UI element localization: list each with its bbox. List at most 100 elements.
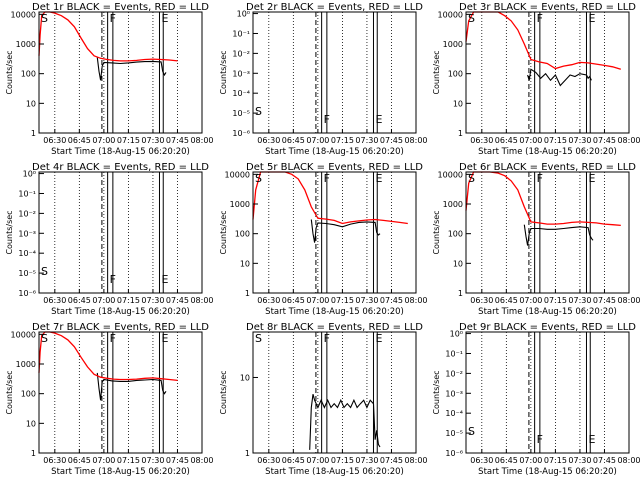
x-tick-label: 07:30 — [141, 296, 164, 305]
y-axis-label: Counts/sec — [219, 370, 228, 414]
x-tick-label: 08:00 — [617, 456, 640, 465]
y-tick-label: 10⁻⁵ — [18, 269, 36, 278]
x-tick-label: 06:30 — [43, 456, 66, 465]
y-tick-label: 1 — [31, 449, 36, 458]
x-tick-label: 06:45 — [282, 456, 305, 465]
y-tick-label: 100 — [448, 70, 463, 79]
x-axis-label: Start Time (18-Aug-15 06:20:20) — [265, 147, 404, 157]
y-axis-label: Counts/sec — [432, 210, 441, 254]
x-tick-label: 07:30 — [355, 296, 378, 305]
y-tick-label: 10⁻³ — [445, 389, 463, 398]
y-tick-label: 10⁻⁶ — [18, 289, 36, 298]
x-tick-label: 06:30 — [257, 456, 280, 465]
y-tick-label: 1 — [458, 129, 463, 138]
x-tick-label: 06:30 — [470, 456, 493, 465]
panel-title: Det 9r BLACK = Events, RED = LLD — [459, 322, 636, 333]
x-tick-label: 06:30 — [43, 136, 66, 145]
plot-frame — [465, 11, 630, 134]
y-tick-label: 10⁻⁶ — [445, 449, 463, 458]
y-tick-label: 10⁻⁵ — [445, 429, 463, 438]
x-tick-label: 08:00 — [190, 136, 213, 145]
x-axis-label: Start Time (18-Aug-15 06:20:20) — [478, 307, 617, 317]
y-tick-label: 10⁰ — [237, 10, 250, 19]
x-tick-label: 07:15 — [331, 456, 354, 465]
x-tick-label: 07:30 — [141, 136, 164, 145]
y-tick-label: 100 — [21, 70, 36, 79]
y-tick-label: 10⁻¹ — [18, 189, 36, 198]
flag-label: E — [375, 113, 382, 126]
x-tick-label: 07:30 — [568, 296, 591, 305]
y-tick-label: 10 — [240, 259, 250, 268]
plot-frame — [465, 331, 630, 454]
y-tick-label: 1000 — [443, 200, 463, 209]
flag-label: S — [41, 265, 48, 278]
y-axis-label: Counts/sec — [432, 370, 441, 414]
event-rate-line — [96, 57, 167, 81]
x-tick-label: 08:00 — [404, 136, 427, 145]
x-axis-label: Start Time (18-Aug-15 06:20:20) — [51, 467, 190, 477]
x-tick-label: 07:00 — [306, 456, 329, 465]
flag-label: F — [324, 332, 330, 345]
x-tick-label: 07:15 — [331, 296, 354, 305]
y-tick-label: 1 — [458, 289, 463, 298]
x-tick-label: 07:00 — [306, 296, 329, 305]
x-tick-label: 06:45 — [68, 136, 91, 145]
flag-label: S — [468, 12, 475, 25]
plot-frame — [252, 171, 417, 294]
x-tick-label: 07:15 — [117, 456, 140, 465]
panel-title: Det 4r BLACK = Events, RED = LLD — [32, 162, 209, 173]
plot-frame — [252, 11, 417, 134]
flag-label: E — [588, 433, 595, 446]
y-tick-label: 10⁻⁶ — [232, 129, 250, 138]
y-tick-label: 10000 — [11, 10, 36, 19]
flag-label: E — [588, 12, 595, 25]
y-tick-label: 10000 — [438, 170, 463, 179]
plot-frame — [252, 331, 417, 454]
y-tick-label: 10⁰ — [450, 330, 463, 339]
panel-title: Det 8r BLACK = Events, RED = LLD — [246, 322, 423, 333]
flag-label: S — [255, 105, 262, 118]
flag-label: S — [468, 425, 475, 438]
y-tick-label: 10⁻¹ — [232, 29, 250, 38]
x-tick-label: 07:00 — [92, 456, 115, 465]
panel-det-4r: Det 4r BLACK = Events, RED = LLD S F E 10⁻⁶ 1… — [5, 162, 214, 317]
lld-rate-line — [38, 331, 178, 382]
x-axis-label: Start Time (18-Aug-15 06:20:20) — [478, 467, 617, 477]
event-rate-line — [527, 68, 592, 87]
flag-label: S — [255, 332, 262, 345]
flag-label: F — [324, 113, 330, 126]
flag-label: S — [255, 172, 262, 185]
y-axis-label: Counts/sec — [432, 50, 441, 94]
panel-title: Det 2r BLACK = Events, RED = LLD — [246, 2, 423, 13]
flag-label: E — [161, 12, 168, 25]
y-tick-label: 10 — [26, 99, 36, 108]
y-tick-label: 10 — [240, 373, 250, 382]
x-tick-label: 07:15 — [544, 296, 567, 305]
x-tick-label: 08:00 — [617, 296, 640, 305]
y-tick-label: 10 — [453, 259, 463, 268]
flag-label: E — [161, 332, 168, 345]
y-tick-label: 10⁻⁵ — [232, 109, 250, 118]
flag-label: E — [375, 332, 382, 345]
y-tick-label: 10⁻² — [232, 49, 250, 58]
panel-title: Det 3r BLACK = Events, RED = LLD — [459, 2, 636, 13]
x-axis-label: Start Time (18-Aug-15 06:20:20) — [265, 467, 404, 477]
x-tick-label: 08:00 — [617, 136, 640, 145]
flag-label: F — [537, 172, 543, 185]
x-tick-label: 07:30 — [141, 456, 164, 465]
y-tick-label: 10000 — [11, 330, 36, 339]
flag-label: S — [41, 12, 48, 25]
panel-title: Det 7r BLACK = Events, RED = LLD — [32, 322, 209, 333]
x-tick-label: 07:45 — [593, 296, 616, 305]
panel-title: Det 5r BLACK = Events, RED = LLD — [246, 162, 423, 173]
x-axis-label: Start Time (18-Aug-15 06:20:20) — [478, 147, 617, 157]
y-tick-label: 1000 — [16, 360, 36, 369]
x-tick-label: 06:45 — [282, 136, 305, 145]
lld-rate-line — [38, 11, 178, 62]
x-tick-label: 07:45 — [593, 456, 616, 465]
